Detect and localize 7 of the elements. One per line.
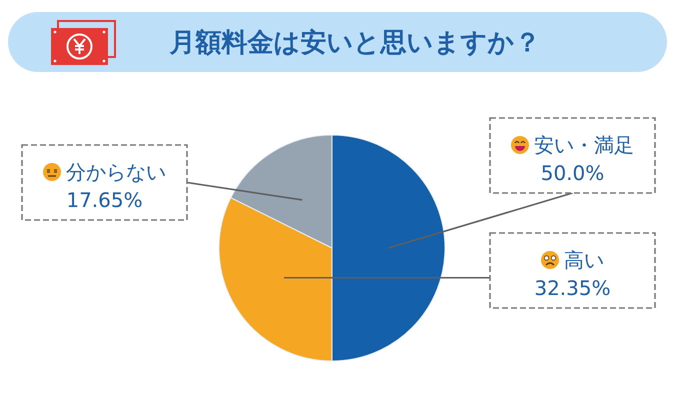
data-label: 17.65% [66, 188, 143, 212]
legend-label: 高い [564, 248, 604, 272]
chart-title: 月額料金は安いと思いますか？ [168, 26, 542, 60]
slice-label: 分からない [66, 160, 166, 184]
slice-label: 安い・満足 [534, 133, 634, 157]
data-label: 32.35% [534, 276, 611, 300]
data-label: 50.0% [540, 161, 604, 185]
